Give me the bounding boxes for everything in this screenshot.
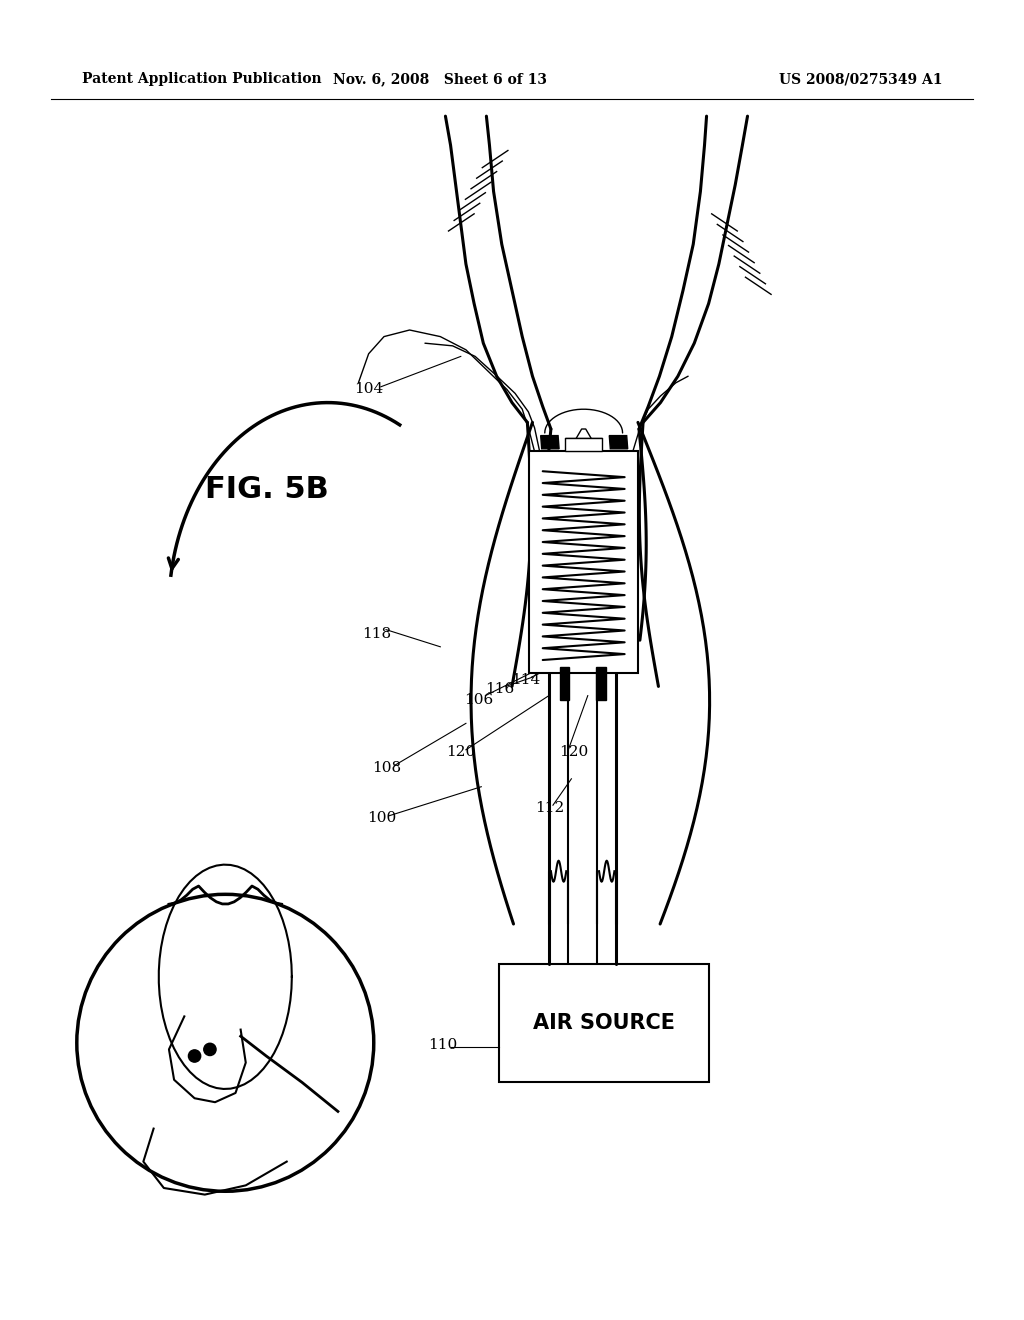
Circle shape <box>204 1043 216 1056</box>
Bar <box>565 438 602 451</box>
Text: 116: 116 <box>485 682 514 696</box>
Text: 100: 100 <box>368 812 396 825</box>
Text: FIG. 5B: FIG. 5B <box>205 475 329 504</box>
Circle shape <box>188 1049 201 1063</box>
Text: 120: 120 <box>446 746 475 759</box>
Text: 104: 104 <box>354 383 383 396</box>
Bar <box>499 964 709 1082</box>
Text: 112: 112 <box>536 801 564 814</box>
Polygon shape <box>596 667 606 700</box>
Text: 106: 106 <box>465 693 494 706</box>
Text: Patent Application Publication: Patent Application Publication <box>82 73 322 86</box>
Circle shape <box>77 895 374 1191</box>
Polygon shape <box>609 436 628 449</box>
Text: 118: 118 <box>362 627 391 640</box>
Polygon shape <box>560 667 569 700</box>
Text: US 2008/0275349 A1: US 2008/0275349 A1 <box>778 73 942 86</box>
Text: 110: 110 <box>428 1039 457 1052</box>
Text: 120: 120 <box>559 746 588 759</box>
Bar <box>529 451 638 673</box>
Polygon shape <box>541 436 559 449</box>
Text: Nov. 6, 2008   Sheet 6 of 13: Nov. 6, 2008 Sheet 6 of 13 <box>334 73 547 86</box>
Text: AIR SOURCE: AIR SOURCE <box>532 1012 675 1034</box>
Text: 114: 114 <box>511 673 540 686</box>
Text: 108: 108 <box>373 762 401 775</box>
